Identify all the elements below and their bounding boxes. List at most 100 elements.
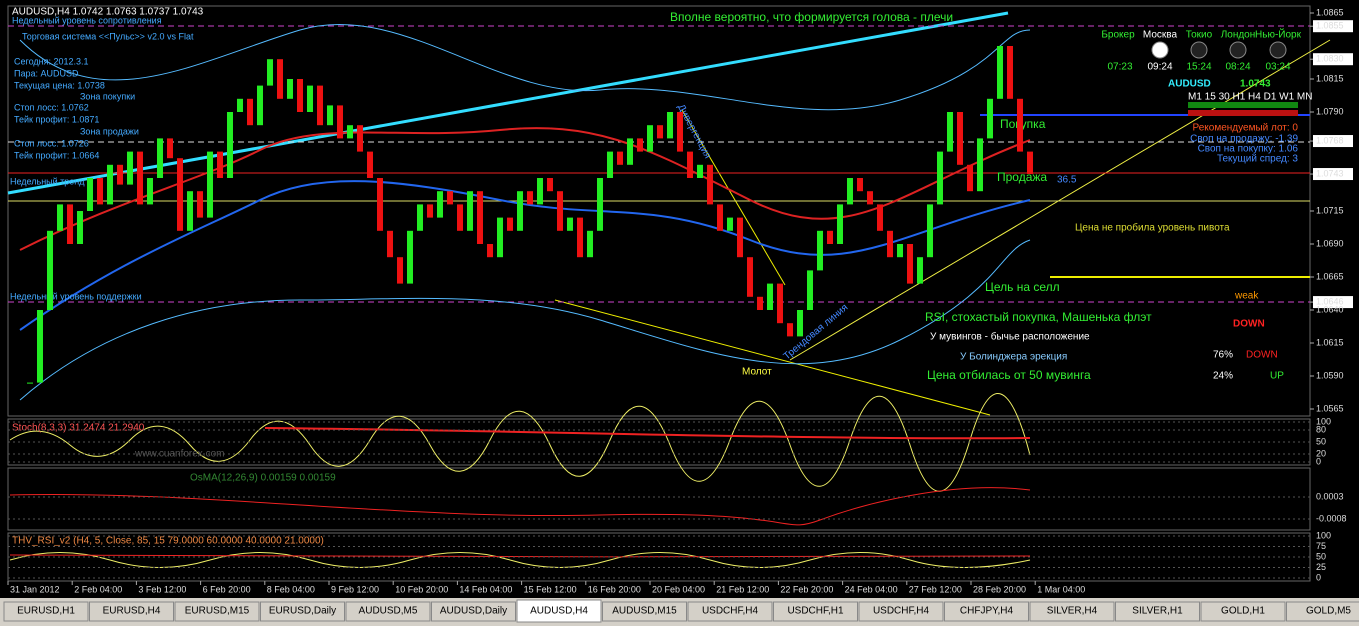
- tab-label[interactable]: USDCHF,H1: [787, 606, 844, 617]
- tab[interactable]: [431, 601, 516, 622]
- candle: [757, 296, 763, 310]
- candle: [477, 191, 483, 244]
- tab[interactable]: [260, 601, 345, 622]
- info-line: Зона покупки: [80, 91, 135, 101]
- annotation: RSI, стохастый покупка, Машенька флэт: [925, 310, 1152, 324]
- candle: [157, 138, 163, 178]
- candle: [527, 191, 533, 205]
- rsi-label: THV_RSI_v2 (H4, 5, Close, 85, 15 79.0000…: [12, 536, 324, 547]
- tab-label[interactable]: SILVER,H1: [1132, 606, 1183, 617]
- candle: [377, 178, 383, 231]
- tab-label[interactable]: USDCHF,H4: [702, 606, 759, 617]
- annotation: 36.5: [1057, 175, 1077, 186]
- tab-label[interactable]: AUDUSD,M5: [359, 606, 418, 617]
- tab[interactable]: [1115, 601, 1200, 622]
- y-tick-label: 1.0865: [1316, 7, 1344, 17]
- candle: [1007, 46, 1013, 99]
- candle: [607, 151, 613, 178]
- tab[interactable]: [1029, 601, 1115, 622]
- tab[interactable]: [89, 601, 174, 622]
- candle: [687, 151, 693, 178]
- panel-symbol: AUDUSD: [1168, 79, 1211, 90]
- candle: [287, 79, 293, 99]
- candle: [897, 244, 903, 258]
- tab[interactable]: [1286, 601, 1359, 622]
- y-tick-label: 1.0743: [1316, 168, 1344, 178]
- candle: [617, 151, 623, 165]
- y-tick-label: 50: [1316, 551, 1326, 561]
- candle: [277, 59, 283, 99]
- clock-city: Лондон: [1221, 30, 1256, 41]
- x-tick-label: 22 Feb 20:00: [780, 584, 833, 594]
- candle: [647, 125, 653, 152]
- tab[interactable]: [3, 601, 89, 622]
- panel-line: Своп на покупку: 1.06: [1198, 144, 1299, 155]
- clock-time: 15:24: [1186, 62, 1211, 73]
- clock-panel: Брокер Москва Токио Лондон Нью-Йорк 07:2…: [1101, 28, 1312, 165]
- y-tick-label: 1.0690: [1316, 238, 1344, 248]
- tab-label[interactable]: EURUSD,M15: [185, 606, 250, 617]
- tab-label[interactable]: CHFJPY,H4: [960, 606, 1014, 617]
- osma-label: OsMA(12,26,9) 0.00159 0.00159: [190, 473, 336, 484]
- candle: [167, 138, 173, 159]
- y-tick-label: 75: [1316, 541, 1326, 551]
- info-line: Недельный уровень сопротивления: [12, 15, 162, 25]
- candle: [327, 105, 333, 126]
- candle: [927, 204, 933, 258]
- tab-label[interactable]: GOLD,H1: [1221, 606, 1265, 617]
- candle: [557, 191, 563, 231]
- candle: [397, 257, 403, 284]
- candle: [747, 257, 753, 297]
- info-line: Тейк профит: 1.0871: [14, 114, 99, 124]
- clock-city: Брокер: [1101, 30, 1135, 41]
- tab[interactable]: [174, 601, 260, 622]
- annotation: 24%: [1213, 371, 1233, 382]
- tab-label[interactable]: AUDUSD,M15: [612, 606, 677, 617]
- candle: [307, 85, 313, 112]
- tab-label[interactable]: EURUSD,H1: [17, 606, 75, 617]
- tab-label[interactable]: GOLD,M5: [1306, 606, 1351, 617]
- panel-line: Рекомендуемый лот: 0: [1193, 123, 1299, 134]
- tab[interactable]: [516, 599, 602, 623]
- tab-label[interactable]: SILVER,H4: [1047, 606, 1098, 617]
- y-tick-label: 1.0715: [1316, 205, 1344, 215]
- y-tick-label: 1.0768: [1316, 135, 1344, 145]
- annotation: 76%: [1213, 350, 1233, 361]
- annotation: Вполне вероятно, что формируется голова …: [670, 10, 953, 24]
- info-line: Торговая система <<Пульс>> v2.0 vs Flat: [22, 31, 194, 41]
- tab[interactable]: [858, 601, 944, 622]
- candle: [827, 230, 833, 244]
- x-tick-label: 9 Feb 12:00: [331, 584, 379, 594]
- tab-label[interactable]: EURUSD,H4: [103, 606, 161, 617]
- annotation: У Болинджера эрекция: [960, 352, 1067, 363]
- y-tick-label: 1.0815: [1316, 73, 1344, 83]
- clock-time: 09:24: [1147, 62, 1172, 73]
- y-tick-label: 1.0565: [1316, 403, 1344, 413]
- tab[interactable]: [602, 601, 687, 622]
- candle: [667, 112, 673, 139]
- candle: [977, 138, 983, 192]
- tab[interactable]: [773, 601, 858, 622]
- candle: [957, 112, 963, 165]
- candle: [637, 138, 643, 152]
- tab[interactable]: [1200, 601, 1286, 622]
- candle: [207, 151, 213, 218]
- candle: [797, 310, 803, 337]
- y-tick-label: -0.0008: [1316, 513, 1347, 523]
- candle: [67, 204, 73, 244]
- annotation: DOWN: [1233, 319, 1265, 330]
- candle: [217, 151, 223, 178]
- tab-label[interactable]: USDCHF,H4: [873, 606, 930, 617]
- candle: [857, 178, 863, 192]
- tab[interactable]: [345, 601, 431, 622]
- candle: [817, 230, 823, 271]
- tab-label[interactable]: AUDUSD,Daily: [440, 606, 507, 617]
- panel-line: Текущий спред: 3: [1217, 154, 1298, 165]
- candle: [227, 112, 233, 178]
- panel-line: Своп на продажу: -1.39: [1190, 134, 1298, 145]
- price-box: [1313, 168, 1353, 181]
- tab[interactable]: [944, 601, 1029, 622]
- tab-label[interactable]: AUDUSD,H4: [530, 606, 588, 617]
- tab[interactable]: [687, 601, 773, 622]
- tab-label[interactable]: EURUSD,Daily: [269, 606, 336, 617]
